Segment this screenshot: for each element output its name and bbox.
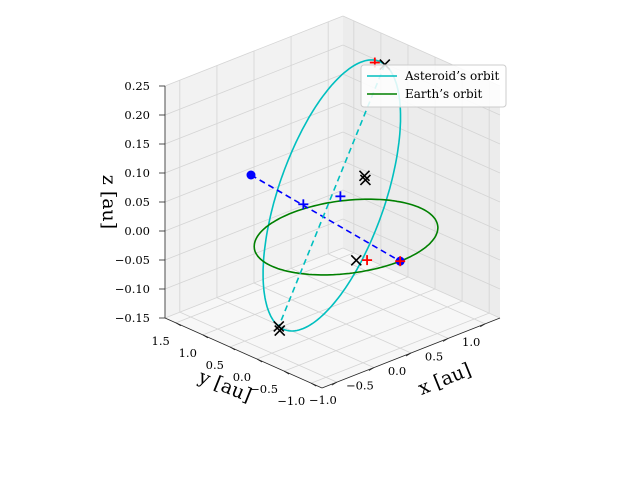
y-axis-line — [164, 317, 323, 389]
grid-y-floor-0 — [311, 312, 490, 384]
y-tick-mark-4 — [202, 334, 209, 339]
z-tick-label-1: −0.10 — [115, 282, 150, 296]
y-tick-mark-0 — [310, 382, 317, 387]
y-tick-label-0: −1.0 — [277, 394, 305, 408]
x-tick-label-3: 0.5 — [425, 349, 443, 363]
y-tick-label-4: 1.0 — [179, 346, 197, 360]
grid-y-floor-2 — [256, 288, 436, 360]
grid-y-floor-3 — [229, 276, 409, 348]
grid-z-ywall-2 — [164, 189, 344, 261]
grid-x-floor-4 — [328, 253, 486, 325]
dashed-line-0 — [250, 174, 401, 262]
grid-y-floor-1 — [283, 300, 463, 372]
grid-z-xwall-3 — [342, 160, 501, 232]
x-tick-mark-4 — [479, 323, 486, 328]
legend: Asteroid’s orbit Earth’s orbit — [360, 64, 507, 108]
grid-y-floor-4 — [202, 264, 382, 336]
grid-z-ywall-1 — [164, 218, 344, 290]
marker-cross-1-1 — [358, 170, 371, 182]
marker-cross-1-5 — [350, 254, 362, 266]
grid-lines — [164, 15, 501, 384]
y-tick-mark-5 — [175, 322, 182, 327]
marker-cross-1-5-b — [350, 254, 362, 266]
x-tick-label-1: −0.5 — [346, 379, 374, 393]
grid-x-floor-3 — [290, 268, 449, 339]
marker-plus-3-1 — [335, 191, 346, 202]
legend-label-earth: Earth’s orbit — [405, 87, 482, 101]
x-tick-label-4: 1.0 — [462, 335, 480, 349]
y-tick-mark-2 — [256, 358, 263, 363]
z-axis-label: z [au] — [98, 175, 120, 229]
z-tick-label-3: 0.00 — [124, 224, 150, 238]
axis-edges — [159, 85, 501, 389]
x-tick-mark-2 — [405, 352, 412, 357]
z-tick-label-0: −0.15 — [115, 311, 150, 325]
series-line-1 — [253, 198, 439, 276]
grid-x-floor-1 — [216, 297, 375, 368]
z-tick-label-5: 0.10 — [124, 166, 150, 180]
marker-cross-1-4 — [274, 325, 286, 337]
z-tick-label-6: 0.15 — [124, 137, 150, 151]
marker-cross-1-3 — [273, 320, 285, 332]
grid-z-xwall-5 — [342, 102, 501, 174]
grid-z-xwall-1 — [342, 218, 501, 290]
z-tick-label-8: 0.25 — [124, 79, 150, 93]
grid-z-ywall-7 — [164, 44, 344, 116]
marker-plus-2-1 — [362, 255, 373, 266]
grid-y-floor-5 — [175, 252, 354, 324]
grid-x-floor-2 — [253, 282, 412, 354]
x-tick-mark-0 — [331, 381, 338, 386]
marker-cross-1-2 — [359, 174, 371, 186]
marker-cross-1-2-b — [359, 174, 371, 186]
legend-label-asteroid: Asteroid’s orbit — [404, 69, 499, 83]
z-tick-label-4: 0.05 — [124, 195, 150, 209]
legend-box — [360, 64, 507, 108]
z-tick-label-7: 0.20 — [124, 108, 150, 122]
y-tick-label-3: 0.5 — [206, 358, 224, 372]
grid-x-floor-0 — [179, 311, 337, 383]
y-tick-mark-3 — [229, 346, 236, 351]
marker-plus-2-2 — [395, 256, 406, 267]
grid-z-xwall-4 — [342, 131, 501, 203]
tick-labels: −1.0−0.50.00.51.0−1.0−0.50.00.51.01.5−0.… — [115, 79, 481, 408]
y-tick-label-1: −0.5 — [250, 382, 278, 396]
plot-area — [246, 57, 439, 337]
x-tick-mark-3 — [442, 338, 449, 342]
x-tick-label-2: 0.0 — [388, 364, 406, 378]
grid-z-xwall-2 — [342, 189, 501, 261]
y-tick-label-2: 0.0 — [233, 370, 251, 384]
marker-cross-1-4-b — [274, 325, 286, 337]
marker-cross-1-3-b — [273, 320, 285, 332]
grid-z-ywall-8 — [164, 15, 344, 87]
marker-plus-3-0 — [298, 199, 309, 210]
grid-z-ywall-4 — [164, 131, 344, 203]
x-tick-mark-1 — [368, 367, 375, 371]
y-tick-mark-1 — [283, 370, 290, 375]
marker-dot-0-0 — [246, 170, 256, 180]
marker-cross-1-1-b — [358, 170, 371, 182]
dashed-line-1 — [278, 64, 386, 327]
x-axis-label: x [au] — [415, 359, 474, 400]
y-tick-label-5: 1.5 — [152, 334, 170, 348]
x-tick-label-0: −1.0 — [309, 393, 337, 407]
grid-z-ywall-3 — [164, 160, 344, 232]
z-tick-label-2: −0.05 — [115, 253, 150, 267]
grid-z-ywall-5 — [164, 102, 344, 174]
grid-z-ywall-0 — [164, 247, 344, 319]
grid-z-ywall-6 — [164, 73, 344, 145]
